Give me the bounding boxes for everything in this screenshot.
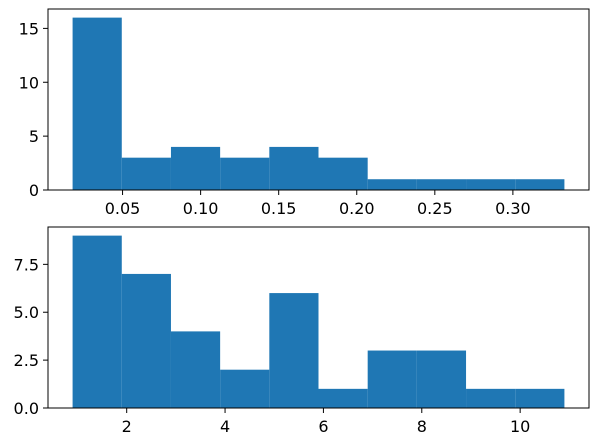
x-tick-label: 0.20 bbox=[339, 199, 375, 218]
histogram-bar-1 bbox=[121, 273, 171, 408]
histogram-bar-0 bbox=[72, 17, 122, 190]
histogram-bar-8 bbox=[466, 388, 516, 408]
histogram-bar-6 bbox=[367, 350, 417, 408]
histogram-bar-9 bbox=[515, 388, 565, 408]
histogram-bar-2 bbox=[170, 146, 221, 190]
y-tick-label: 5.0 bbox=[14, 303, 39, 322]
histogram-bar-7 bbox=[416, 350, 467, 408]
y-tick-label: 7.5 bbox=[14, 255, 39, 274]
histogram-bar-9 bbox=[515, 179, 565, 190]
x-tick-label: 0.15 bbox=[261, 199, 297, 218]
histogram-bar-6 bbox=[367, 179, 417, 190]
x-tick-label: 6 bbox=[318, 417, 328, 436]
y-tick-label: 0.0 bbox=[14, 399, 39, 418]
x-tick-label: 0.30 bbox=[495, 199, 531, 218]
histogram-bar-5 bbox=[318, 388, 368, 408]
x-tick-label: 2 bbox=[122, 417, 132, 436]
axes-frame bbox=[47, 8, 590, 191]
x-tick-label: 0.10 bbox=[183, 199, 219, 218]
axes-frame bbox=[47, 226, 590, 409]
bottom-histogram-panel: 2 4 6 8 10 0.0 2.5 5.0 7.5 bbox=[14, 226, 590, 436]
histogram-bar-5 bbox=[318, 157, 368, 190]
histogram-bar-8 bbox=[466, 179, 516, 190]
histogram-bar-3 bbox=[220, 157, 270, 190]
histogram-bar-0 bbox=[72, 235, 122, 408]
x-tick-label: 8 bbox=[417, 417, 427, 436]
histogram-bar-4 bbox=[269, 146, 319, 190]
y-tick-label: 5 bbox=[29, 127, 39, 146]
histogram-bar-4 bbox=[269, 293, 319, 408]
histogram-bar-1 bbox=[121, 157, 171, 190]
x-tick-label: 0.25 bbox=[417, 199, 453, 218]
x-tick-label: 4 bbox=[220, 417, 230, 436]
histogram-bar-7 bbox=[416, 179, 467, 190]
x-tick-label: 0.05 bbox=[105, 199, 141, 218]
x-tick-label: 10 bbox=[510, 417, 530, 436]
y-tick-label: 10 bbox=[19, 73, 39, 92]
y-tick-label: 2.5 bbox=[14, 351, 39, 370]
histogram-bar-2 bbox=[170, 331, 221, 408]
y-tick-label: 15 bbox=[19, 19, 39, 38]
y-tick-label: 0 bbox=[29, 181, 39, 200]
histogram-bar-3 bbox=[220, 369, 270, 408]
top-histogram-panel: 0.05 0.10 0.15 0.20 0.25 0.30 0 5 10 15 bbox=[19, 8, 590, 218]
